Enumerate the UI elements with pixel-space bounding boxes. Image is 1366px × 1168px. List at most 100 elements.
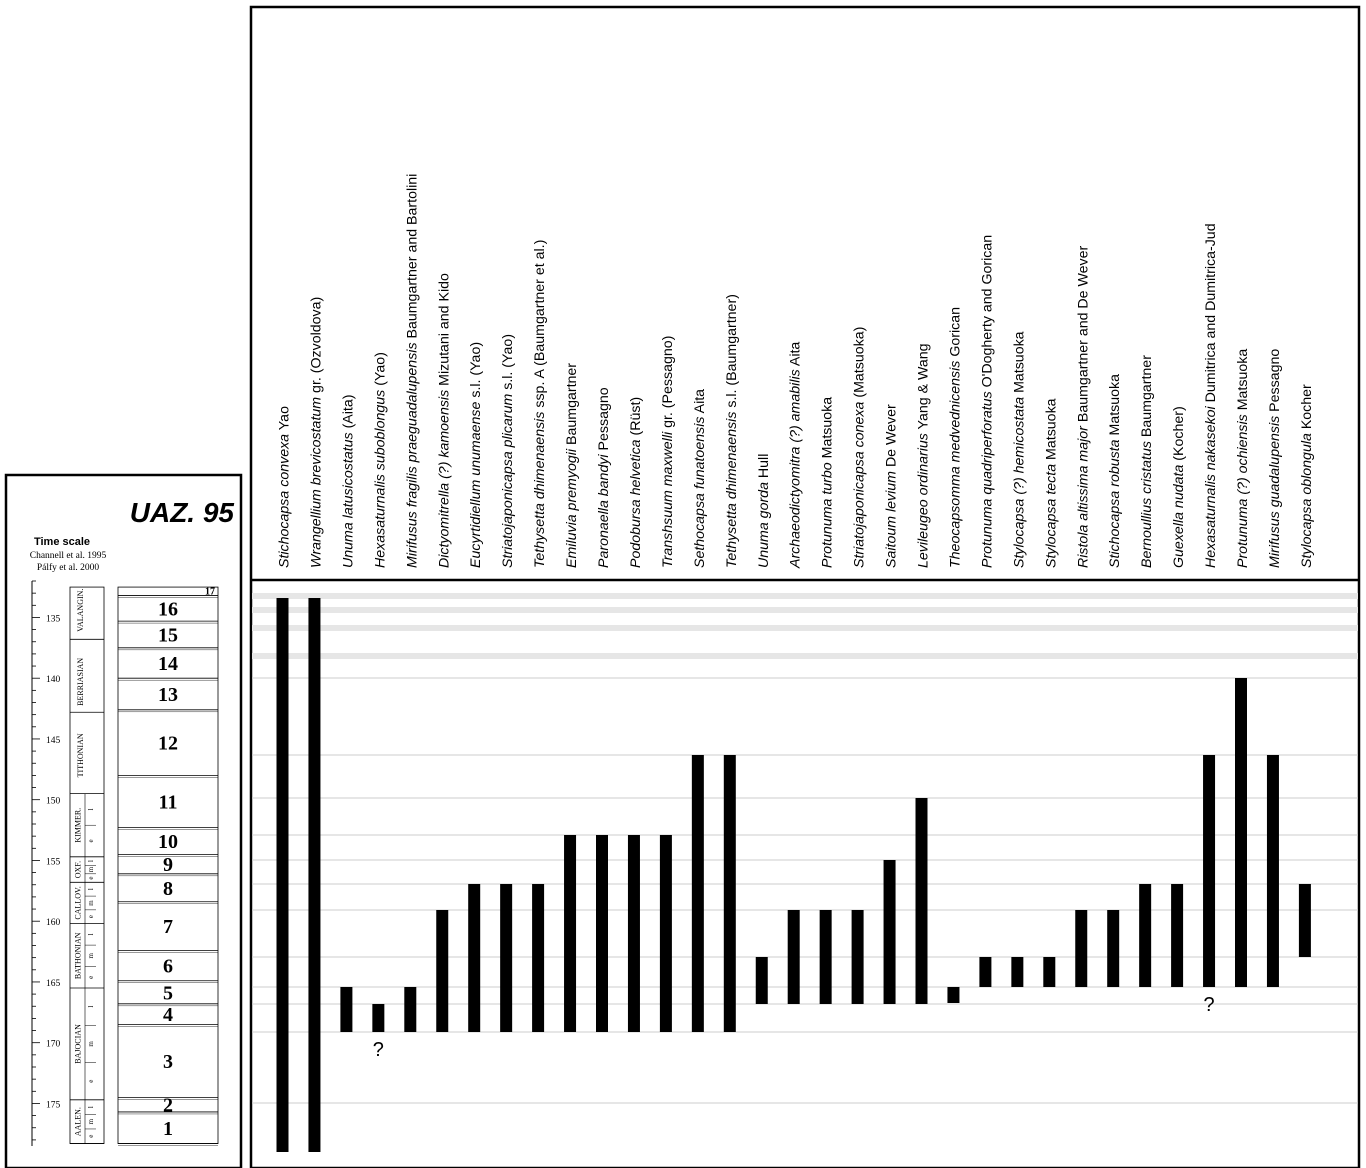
taxon-author: Matsuoka <box>1107 374 1123 440</box>
taxon-author: Baumgartner <box>564 363 580 449</box>
taxa-panel: Stichocapsa convexa Yao Wrangellium brevi… <box>249 5 1361 1168</box>
zone-label: 10 <box>158 831 178 853</box>
range-bar <box>276 598 289 1152</box>
taxon-name: Protunuma (?) ochiensis <box>1235 414 1251 568</box>
taxon-name: Ristola altissima major <box>1075 425 1091 568</box>
stage-label: TITHONIAN <box>76 733 85 777</box>
taxon-label: Wrangellium brevicostatum gr. (Ozvoldova… <box>308 297 324 568</box>
zone-gridline-band <box>252 653 1358 659</box>
range-bar <box>1171 884 1184 987</box>
time-scale-heading: Time scale <box>34 536 90 548</box>
time-scale-source-2: Pálfy et al. 2000 <box>37 562 100 573</box>
taxon-author: Yao <box>277 406 293 434</box>
zone-label: 6 <box>163 956 173 978</box>
zone-label: 3 <box>163 1051 173 1073</box>
range-bar <box>1266 755 1279 987</box>
taxon-author: gr. (Ozvoldova) <box>308 297 324 397</box>
stage-label: OXF. <box>74 861 83 878</box>
range-bar <box>1235 678 1247 987</box>
taxon-author: Dumitrica and Dumitrica-Jud <box>1203 223 1219 406</box>
zone-gridline-band <box>252 625 1358 631</box>
taxon-author: De Wever <box>884 404 900 471</box>
substage-label: e <box>87 877 95 880</box>
taxon-author: Hull <box>756 454 772 482</box>
taxon-author: (Yao) <box>372 352 388 390</box>
taxon-author: Mizutani and Kido <box>436 273 452 390</box>
range-bar <box>1075 910 1088 987</box>
range-bar <box>819 910 832 1004</box>
taxon-name: Eucyrtidiellum unumaense <box>468 401 484 568</box>
range-bar <box>468 884 481 1032</box>
substage-label: l <box>87 808 95 810</box>
stage-label: BAJOCIAN <box>74 1024 83 1064</box>
taxon-label: Theocapsomma medvednicensis Gorican <box>947 307 963 568</box>
range-bar <box>787 910 800 1004</box>
range-bar <box>308 598 321 1152</box>
taxon-name: Bernoullius cristatus <box>1139 441 1155 568</box>
taxon-label: Tethysetta dhimenaensis ssp. A (Baumgart… <box>532 240 548 568</box>
substage-label: m <box>87 953 95 959</box>
zone-gridlines <box>252 593 1358 1104</box>
zone-label: 5 <box>163 982 173 1004</box>
taxon-label: Podobursa helvetica (Rüst) <box>628 397 644 568</box>
taxon-name: Protunuma turbo <box>820 462 836 568</box>
stage-label: CALLOV. <box>74 886 83 919</box>
taxon-author: Kocher <box>1299 384 1315 433</box>
taxon-label: Eucyrtidiellum unumaense s.l. (Yao) <box>468 342 484 568</box>
taxon-name: Mirifusus guadalupensis <box>1267 416 1283 568</box>
taxa-frame <box>249 5 1361 1168</box>
taxon-name: Wrangellium brevicostatum <box>308 397 324 568</box>
zone-label: 1 <box>163 1118 173 1140</box>
substage-label: l <box>87 888 95 890</box>
taxon-label: Tethysetta dhimenaensis s.l. (Baumgartne… <box>724 294 740 568</box>
range-bar <box>979 957 992 987</box>
age-tick-label: 160 <box>46 918 61 928</box>
substage-label: l <box>87 933 95 935</box>
range-bar <box>1139 884 1152 987</box>
stage-label: KIMMER. <box>74 808 83 843</box>
zone-label: 2 <box>163 1095 173 1117</box>
taxon-author: gr. (Pessagno) <box>660 336 676 432</box>
zone-label: 16 <box>158 598 178 620</box>
taxon-label: Stylocapsa oblongula Kocher <box>1299 384 1315 568</box>
zone-label: 4 <box>163 1004 173 1026</box>
taxon-label: Stichocapsa convexa Yao <box>277 406 293 568</box>
taxon-label: Mirifusus guadalupensis Pessagno <box>1267 349 1283 568</box>
taxon-label: Striatojaponicapsa plicarum s.l. (Yao) <box>500 334 516 568</box>
age-tick-label: 155 <box>46 857 61 867</box>
taxon-author: Yang & Wang <box>916 343 932 433</box>
substage-label: e <box>87 976 95 979</box>
taxon-label: Hexasaturnalis suboblongus (Yao) <box>372 352 388 568</box>
taxon-author: s.l. (Yao) <box>468 342 484 402</box>
taxon-name: Stichocapsa robusta <box>1107 439 1123 568</box>
range-bar <box>627 835 640 1032</box>
taxon-label: Ristola altissima major Baumgartner and … <box>1075 245 1091 568</box>
taxon-label: Bernoullius cristatus Baumgartner <box>1139 355 1155 568</box>
substage-label: e <box>87 839 95 842</box>
zone-label: 17 <box>205 586 215 597</box>
taxon-name: Podobursa helvetica <box>628 439 644 568</box>
taxon-label: Archaeodictyomitra (?) amabilis Aita <box>788 342 804 569</box>
taxon-name: Hexasaturnalis nakasekoi <box>1203 405 1219 568</box>
taxon-author: Gorican <box>947 307 963 361</box>
taxon-name: Tethysetta dhimenaensis <box>532 412 548 568</box>
taxon-name: Unuma latusicostatus <box>340 432 356 568</box>
chart-title: UAZ. 95 <box>130 497 235 528</box>
range-uncertain-mark: ? <box>1203 994 1214 1016</box>
taxon-name: Stichocapsa convexa <box>277 434 293 568</box>
age-tick-label: 140 <box>46 675 61 685</box>
taxon-label: Mirifusus fragilis praeguadalupensis Bau… <box>404 174 420 568</box>
range-bar <box>1107 910 1120 987</box>
taxon-name: Mirifusus fragilis praeguadalupensis <box>404 342 420 568</box>
substage-label: m <box>87 866 95 872</box>
range-bar <box>596 835 608 1032</box>
taxon-label: Unuma gorda Hull <box>756 454 772 568</box>
taxon-label: Saitoum levium De Wever <box>884 404 900 568</box>
age-tick-label: 145 <box>46 736 61 746</box>
stage-column: VALANGIN. BERRIASIAN TITHONIAN KIMMER. l e OXF… <box>69 586 105 1144</box>
range-bar <box>1011 957 1024 987</box>
range-bar <box>691 755 704 1032</box>
taxon-label: Protunuma (?) ochiensis Matsuoka <box>1235 349 1251 568</box>
taxon-author: Aita <box>692 389 708 417</box>
taxon-label: Stichocapsa robusta Matsuoka <box>1107 374 1123 568</box>
